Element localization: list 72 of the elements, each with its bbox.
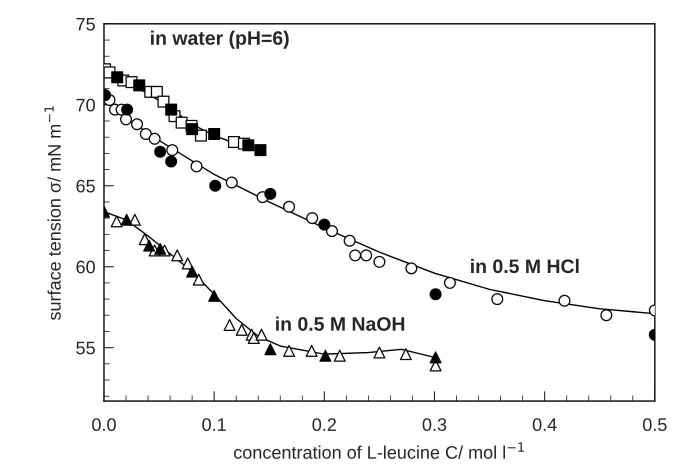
point — [120, 214, 133, 226]
point — [165, 155, 178, 168]
point — [182, 257, 194, 270]
point — [306, 344, 318, 357]
point — [430, 351, 442, 364]
point — [334, 350, 346, 362]
y-tick-label: 60 — [76, 260, 95, 274]
point — [120, 113, 132, 126]
point — [140, 128, 152, 140]
point — [306, 212, 318, 224]
point — [283, 200, 296, 213]
point — [491, 293, 504, 306]
point — [405, 262, 418, 274]
x-tick-label: 0.3 — [422, 418, 446, 432]
point — [148, 132, 161, 145]
point — [166, 144, 178, 156]
point — [226, 176, 238, 189]
point — [264, 188, 276, 200]
point — [154, 146, 166, 158]
x-tick-label: 0.0 — [92, 418, 116, 432]
point — [154, 242, 166, 255]
x-axis-title: concentration of L-leucine C/ mol l$^{−1}$ — [234, 442, 524, 459]
x-tick-label: 0.2 — [312, 418, 336, 432]
point — [192, 274, 205, 286]
point — [209, 180, 222, 192]
point — [121, 104, 134, 116]
point — [128, 214, 141, 226]
y-tick-label: 70 — [76, 98, 95, 112]
point — [186, 123, 198, 136]
point — [558, 294, 570, 307]
point — [256, 328, 268, 341]
point — [143, 240, 156, 252]
point — [400, 348, 412, 360]
point — [236, 324, 248, 336]
point — [254, 144, 266, 156]
point — [131, 118, 144, 130]
x-tick-label: 0.1 — [202, 418, 226, 432]
point — [326, 225, 338, 238]
point — [318, 218, 330, 231]
annotation: in 0.5 M HCl — [471, 258, 579, 274]
point — [264, 343, 276, 356]
point — [242, 139, 254, 152]
point — [186, 266, 198, 278]
point — [248, 332, 260, 344]
point — [150, 86, 163, 98]
annotation: in water (pH=6) — [151, 30, 289, 49]
point — [600, 309, 612, 322]
point — [110, 215, 123, 228]
point — [373, 256, 386, 268]
point — [111, 71, 124, 84]
x-tick-label: 0.4 — [532, 418, 557, 432]
point — [208, 128, 220, 140]
point — [283, 344, 296, 357]
point — [360, 249, 372, 262]
point — [208, 290, 220, 302]
point — [171, 249, 184, 262]
point — [344, 234, 356, 247]
y-tick-label: 55 — [76, 342, 95, 354]
point — [373, 346, 386, 359]
point — [430, 288, 442, 300]
y-tick-label: 65 — [76, 180, 95, 192]
x-tick-label: 0.5 — [642, 418, 667, 432]
point — [319, 350, 332, 362]
y-axis-title: surface tension σ/ mN m$^{−1}$ — [44, 106, 61, 320]
point — [190, 160, 203, 172]
point — [133, 79, 146, 92]
point — [444, 276, 456, 289]
point — [349, 249, 362, 262]
annotation: in 0.5 M NaOH — [276, 316, 404, 331]
y-tick-label: 75 — [76, 18, 95, 31]
point — [165, 104, 178, 116]
point — [224, 318, 236, 331]
